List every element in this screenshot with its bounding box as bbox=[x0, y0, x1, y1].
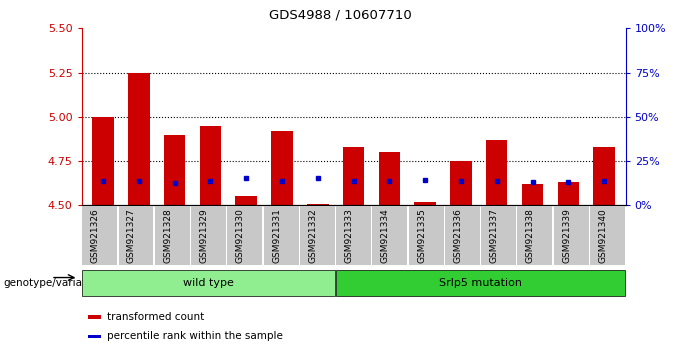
Text: GSM921335: GSM921335 bbox=[417, 208, 426, 263]
Bar bbox=[486, 140, 507, 205]
Text: percentile rank within the sample: percentile rank within the sample bbox=[107, 331, 284, 342]
Text: GSM921340: GSM921340 bbox=[598, 208, 607, 263]
Text: GSM921329: GSM921329 bbox=[199, 208, 209, 263]
Text: GSM921332: GSM921332 bbox=[308, 208, 318, 263]
Text: GSM921330: GSM921330 bbox=[236, 208, 245, 263]
Text: GSM921338: GSM921338 bbox=[526, 208, 535, 263]
Bar bbox=[450, 161, 472, 205]
Bar bbox=[522, 184, 543, 205]
Bar bbox=[200, 126, 221, 205]
Text: GSM921333: GSM921333 bbox=[345, 208, 354, 263]
Bar bbox=[343, 147, 364, 205]
Bar bbox=[414, 202, 436, 205]
Bar bbox=[558, 182, 579, 205]
Bar bbox=[235, 196, 257, 205]
Bar bbox=[128, 73, 150, 205]
Bar bbox=[307, 204, 328, 205]
Text: wild type: wild type bbox=[183, 278, 234, 288]
Text: transformed count: transformed count bbox=[107, 312, 205, 322]
Text: Srlp5 mutation: Srlp5 mutation bbox=[439, 278, 522, 288]
Text: GSM921326: GSM921326 bbox=[90, 208, 100, 263]
Text: GSM921339: GSM921339 bbox=[562, 208, 571, 263]
Bar bbox=[92, 117, 114, 205]
Text: GSM921334: GSM921334 bbox=[381, 208, 390, 263]
Text: GSM921327: GSM921327 bbox=[127, 208, 136, 263]
Bar bbox=[164, 135, 186, 205]
Text: GDS4988 / 10607710: GDS4988 / 10607710 bbox=[269, 9, 411, 22]
Bar bbox=[594, 147, 615, 205]
Text: genotype/variation: genotype/variation bbox=[3, 278, 103, 288]
Bar bbox=[271, 131, 293, 205]
Text: GSM921328: GSM921328 bbox=[163, 208, 172, 263]
Text: GSM921331: GSM921331 bbox=[272, 208, 281, 263]
Bar bbox=[379, 152, 400, 205]
Text: GSM921337: GSM921337 bbox=[490, 208, 498, 263]
Text: GSM921336: GSM921336 bbox=[454, 208, 462, 263]
